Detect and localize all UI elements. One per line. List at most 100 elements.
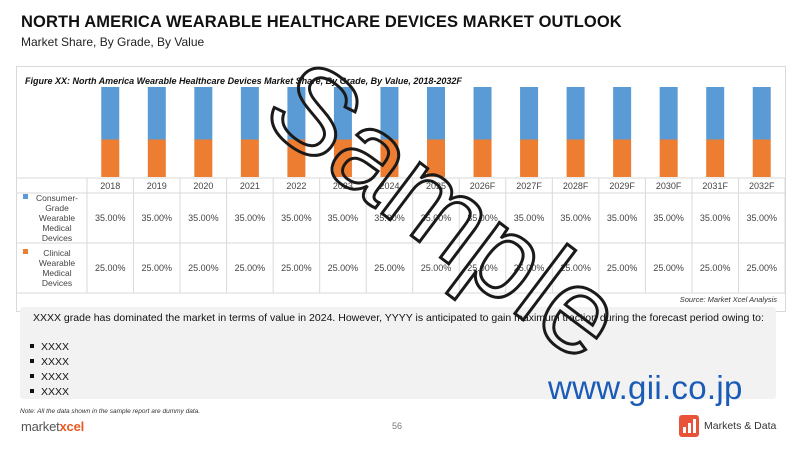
consumer-grade-legend-label: Wearable bbox=[39, 213, 75, 223]
bar-clinical bbox=[147, 139, 166, 177]
commentary-box: XXXX grade has dominated the market in t… bbox=[20, 307, 776, 399]
bullet-label: XXXX bbox=[41, 356, 70, 368]
data-label-clinical: 25.00% bbox=[746, 263, 777, 273]
data-label-consumer-grade: 35.00% bbox=[281, 213, 312, 223]
bar-consumer-grade bbox=[194, 87, 213, 140]
consumer-grade-legend-label: Consumer- bbox=[36, 193, 78, 203]
category-label: 2027F bbox=[516, 181, 542, 191]
data-label-clinical: 25.00% bbox=[700, 263, 731, 273]
data-label-clinical: 25.00% bbox=[95, 263, 126, 273]
bullet-label: XXXX bbox=[41, 386, 70, 398]
page-header: NORTH AMERICA WEARABLE HEALTHCARE DEVICE… bbox=[0, 0, 800, 60]
clinical-legend-label: Wearable bbox=[39, 258, 75, 268]
bar-clinical bbox=[706, 139, 725, 177]
data-label-clinical: 25.00% bbox=[374, 263, 405, 273]
bar-consumer-grade bbox=[240, 87, 259, 140]
category-label: 2032F bbox=[749, 181, 775, 191]
bullet-item: XXXX bbox=[30, 370, 69, 385]
category-label: 2023 bbox=[333, 181, 353, 191]
figure-caption: Figure XX: North America Wearable Health… bbox=[25, 76, 462, 86]
category-label: 2018 bbox=[100, 181, 120, 191]
bar-clinical bbox=[101, 139, 120, 177]
data-label-consumer-grade: 35.00% bbox=[700, 213, 731, 223]
bar-clinical bbox=[566, 139, 585, 177]
clinical-legend-label: Medical bbox=[42, 268, 71, 278]
bar-consumer-grade bbox=[752, 87, 771, 140]
category-label: 2024 bbox=[379, 181, 399, 191]
bullet-item: XXXX bbox=[30, 355, 69, 370]
chart-panel: Figure XX: North America Wearable Health… bbox=[16, 66, 786, 312]
data-label-consumer-grade: 35.00% bbox=[374, 213, 405, 223]
category-label: 2020 bbox=[193, 181, 213, 191]
consumer-grade-legend-swatch bbox=[23, 194, 28, 199]
bar-clinical bbox=[333, 139, 352, 177]
data-label-consumer-grade: 35.00% bbox=[421, 213, 452, 223]
data-label-clinical: 25.00% bbox=[607, 263, 638, 273]
category-label: 2028F bbox=[563, 181, 589, 191]
bar-consumer-grade bbox=[380, 87, 399, 140]
page-number: 56 bbox=[392, 421, 403, 431]
bar-clinical bbox=[473, 139, 492, 177]
bar-consumer-grade bbox=[147, 87, 166, 140]
bar-clinical bbox=[752, 139, 771, 177]
bar-consumer-grade bbox=[613, 87, 632, 140]
category-label: 2021 bbox=[240, 181, 260, 191]
category-label: 2022 bbox=[286, 181, 306, 191]
clinical-legend-swatch bbox=[23, 249, 28, 254]
bar-consumer-grade bbox=[566, 87, 585, 140]
bullet-item: XXXX bbox=[30, 340, 69, 355]
bar-consumer-grade bbox=[287, 87, 306, 140]
category-label: 2029F bbox=[609, 181, 635, 191]
bullet-icon bbox=[30, 344, 34, 349]
logo-accent: xcel bbox=[59, 419, 85, 434]
page-subtitle: Market Share, By Grade, By Value bbox=[21, 35, 205, 49]
stacked-bar-chart: 2018 2019 2020 2021 2022 2023 2024 2025 2026F 202… bbox=[17, 87, 785, 294]
bullet-list: XXXX XXXX XXXX XXXX bbox=[30, 340, 69, 400]
data-label-consumer-grade: 35.00% bbox=[746, 213, 777, 223]
bar-clinical bbox=[287, 139, 306, 177]
bullet-label: XXXX bbox=[41, 341, 70, 353]
logo-text: Markets & Data bbox=[704, 420, 777, 432]
page-title: NORTH AMERICA WEARABLE HEALTHCARE DEVICE… bbox=[21, 13, 622, 31]
data-label-consumer-grade: 35.00% bbox=[560, 213, 591, 223]
data-label-consumer-grade: 35.00% bbox=[328, 213, 359, 223]
bar-consumer-grade bbox=[427, 87, 445, 140]
data-label-consumer-grade: 35.00% bbox=[607, 213, 638, 223]
data-label-clinical: 25.00% bbox=[281, 263, 312, 273]
footer-note: Note: All the data shown in the sample r… bbox=[20, 408, 201, 415]
source-note: Source: Market Xcel Analysis bbox=[679, 295, 777, 304]
markets-and-data-logo: Markets & Data bbox=[679, 415, 791, 441]
bar-consumer-grade bbox=[101, 87, 120, 140]
bar-clinical bbox=[427, 139, 445, 177]
data-label-consumer-grade: 35.00% bbox=[188, 213, 219, 223]
data-label-clinical: 25.00% bbox=[653, 263, 684, 273]
data-label-consumer-grade: 35.00% bbox=[514, 213, 545, 223]
bullet-icon bbox=[30, 389, 34, 394]
bar-consumer-grade bbox=[333, 87, 352, 140]
bar-consumer-grade bbox=[706, 87, 725, 140]
commentary-text: XXXX grade has dominated the market in t… bbox=[33, 312, 764, 324]
data-label-consumer-grade: 35.00% bbox=[653, 213, 684, 223]
data-label-consumer-grade: 35.00% bbox=[95, 213, 126, 223]
data-label-clinical: 25.00% bbox=[467, 263, 498, 273]
url-watermark[interactable]: www.gii.co.jp bbox=[548, 369, 743, 406]
category-label: 2025 bbox=[426, 181, 446, 191]
consumer-grade-legend-label: Grade bbox=[45, 203, 69, 213]
bar-clinical bbox=[613, 139, 632, 177]
bar-consumer-grade bbox=[520, 87, 539, 140]
clinical-legend-label: Clinical bbox=[43, 248, 71, 258]
category-label: 2030F bbox=[656, 181, 682, 191]
data-label-clinical: 25.00% bbox=[142, 263, 173, 273]
consumer-grade-legend-label: Devices bbox=[42, 233, 72, 243]
bar-chart-icon bbox=[679, 415, 699, 437]
data-label-clinical: 25.00% bbox=[560, 263, 591, 273]
data-label-consumer-grade: 35.00% bbox=[467, 213, 498, 223]
consumer-grade-legend-label: Medical bbox=[42, 223, 71, 233]
bullet-item: XXXX bbox=[30, 385, 69, 400]
category-label: 2031F bbox=[702, 181, 728, 191]
logo-prefix: market bbox=[21, 419, 60, 434]
bar-clinical bbox=[520, 139, 539, 177]
data-label-clinical: 25.00% bbox=[328, 263, 359, 273]
data-label-clinical: 25.00% bbox=[421, 263, 452, 273]
data-label-clinical: 25.00% bbox=[235, 263, 266, 273]
